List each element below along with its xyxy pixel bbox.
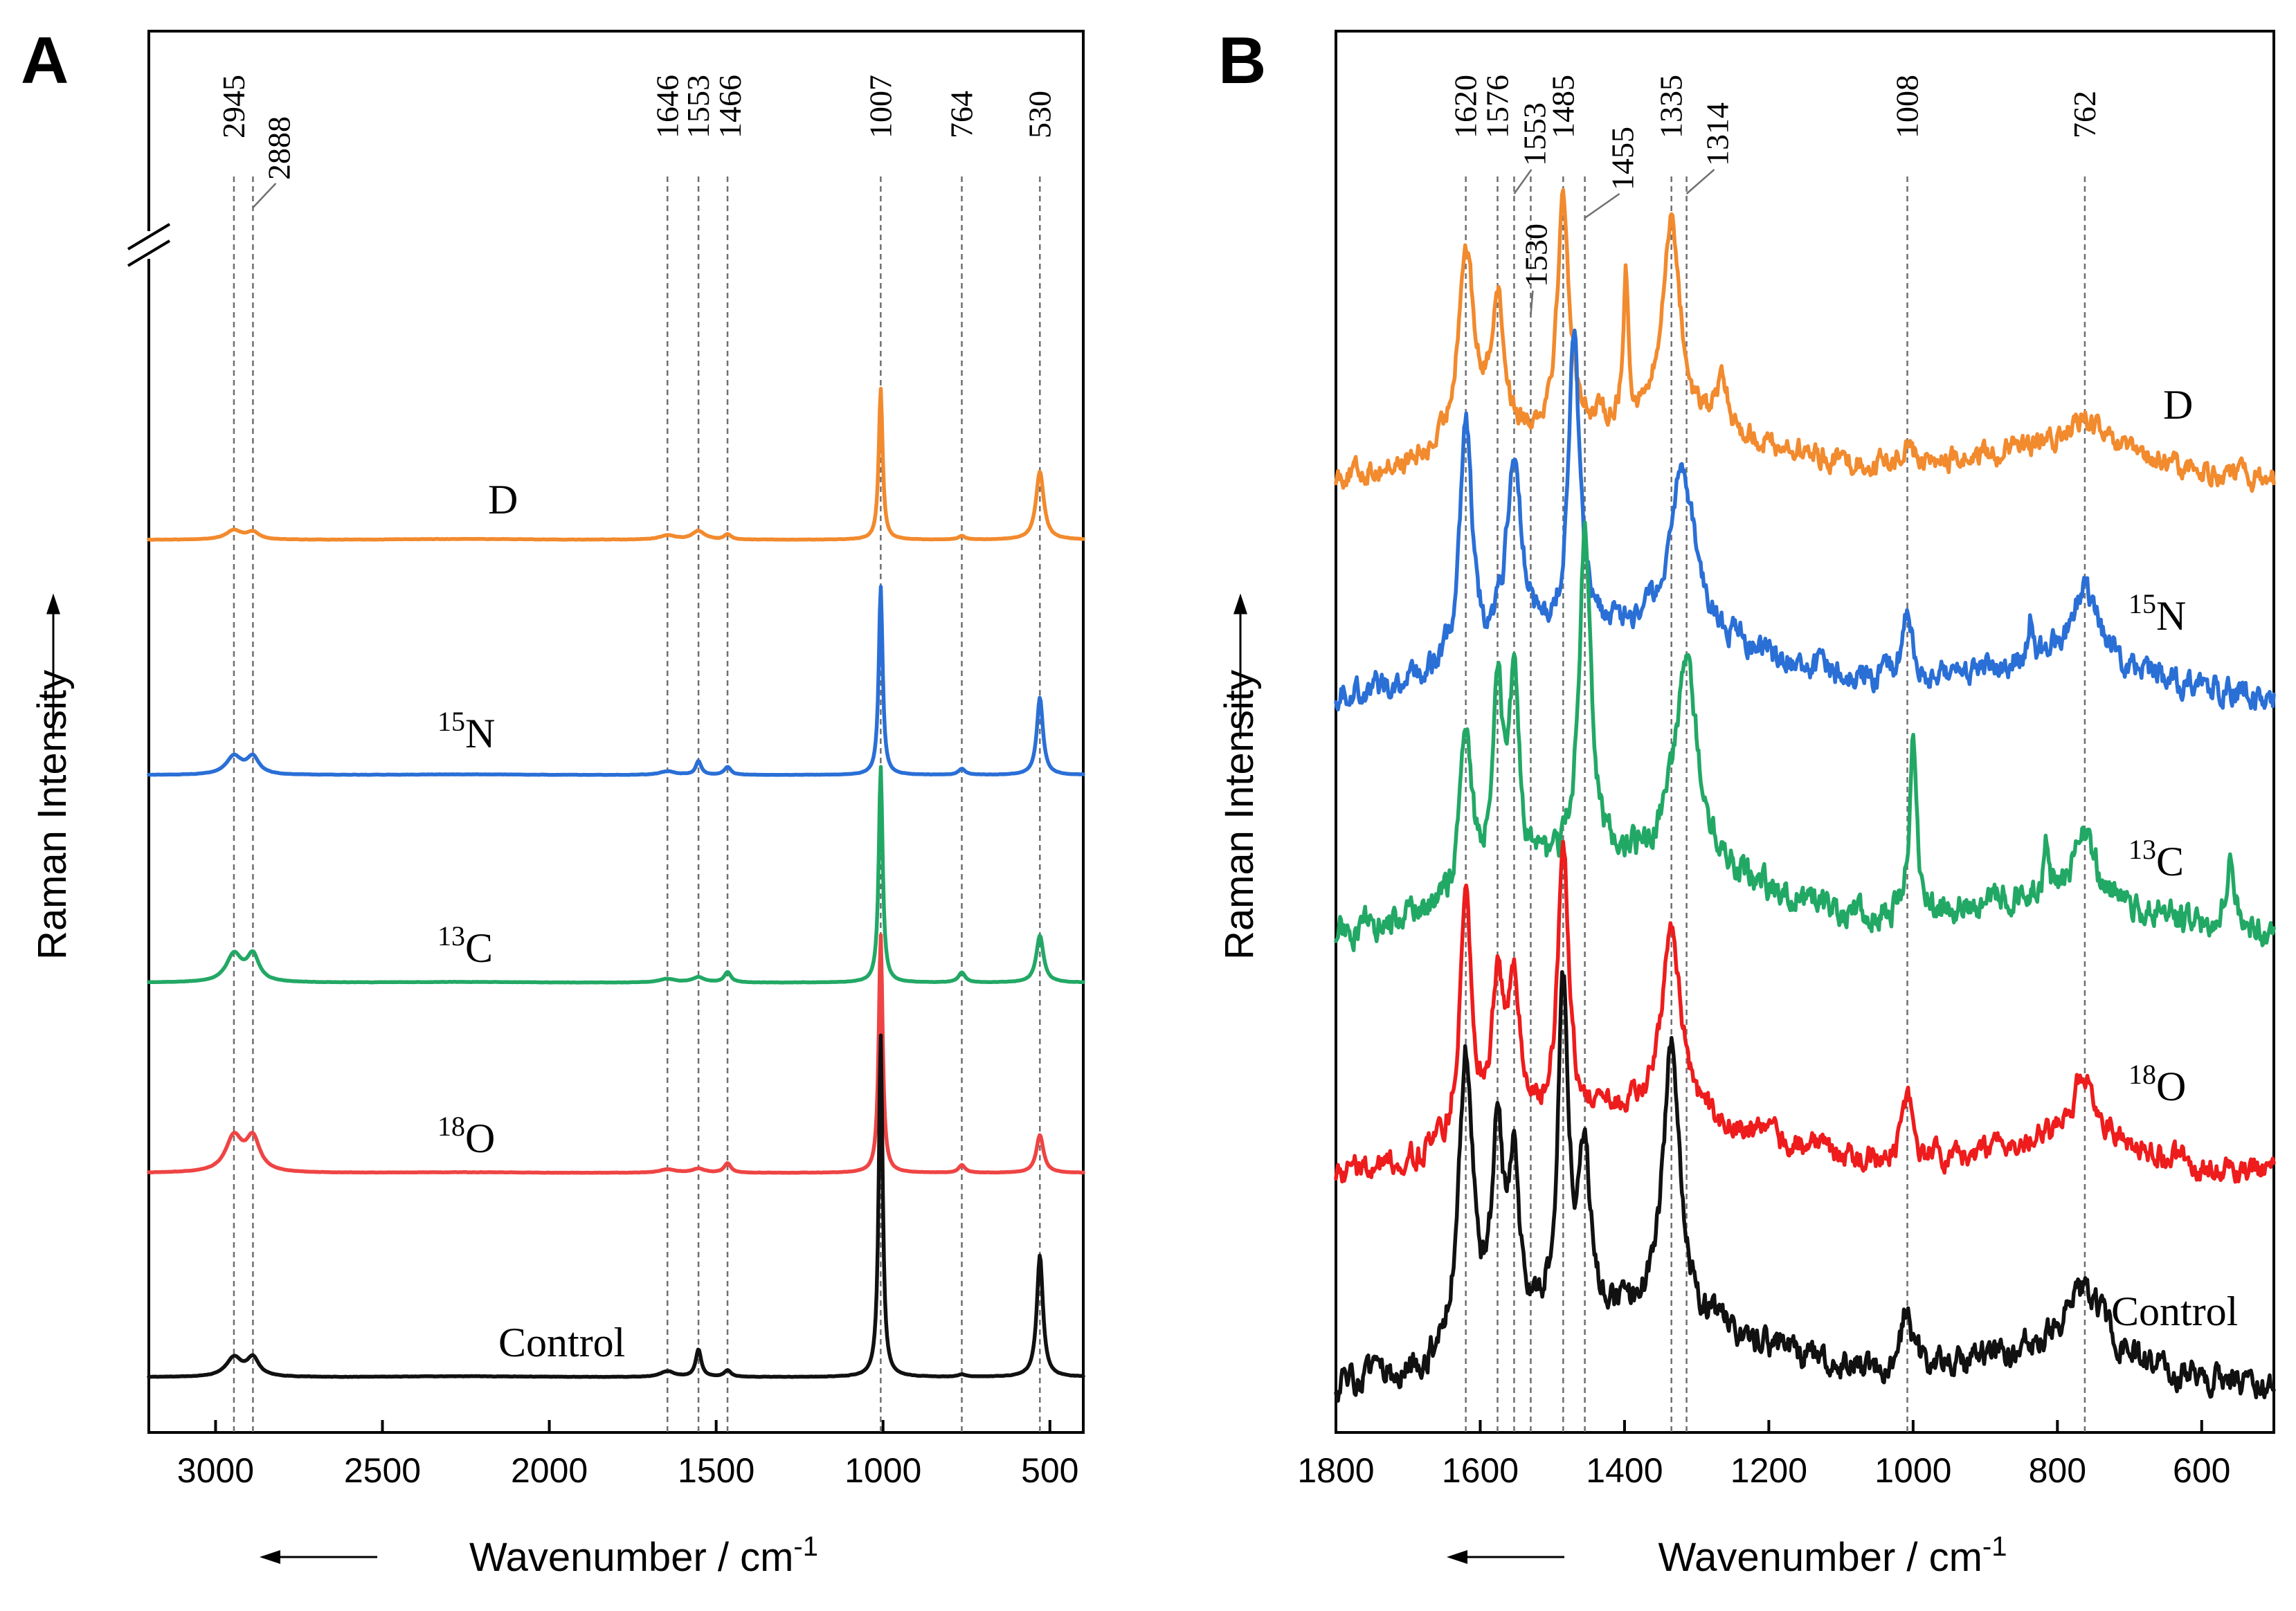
peak-label: 1530: [1518, 224, 1553, 287]
spectrum-line-18o: [1334, 839, 2276, 1184]
peak-label: 1007: [862, 75, 898, 138]
peak-label: 764: [944, 91, 979, 138]
x-tick-label: 500: [1021, 1451, 1078, 1490]
x-tick-label: 3000: [177, 1451, 254, 1490]
y-direction-arrowhead: [1233, 593, 1247, 615]
peak-label-leader: [1685, 169, 1715, 194]
peak-label: 1335: [1654, 75, 1689, 138]
panel-letter: B: [1218, 24, 1266, 98]
x-tick-label: 1200: [1730, 1451, 1807, 1490]
peak-label: 1553: [680, 75, 716, 138]
series-label-13c: 13C: [2128, 834, 2184, 884]
peak-label: 1620: [1448, 75, 1483, 138]
spectrum-line-15n: [147, 585, 1085, 777]
plot-frame: [1335, 30, 2275, 1434]
series-label-d: D: [2163, 382, 2193, 428]
series-label-18o: 18O: [437, 1111, 495, 1161]
series-label-15n: 15N: [437, 706, 495, 756]
series-label-control: Control: [498, 1320, 625, 1365]
peak-label-leader: [1584, 192, 1620, 219]
x-direction-arrowhead: [260, 1550, 280, 1564]
x-tick-label: 2000: [511, 1451, 588, 1490]
peak-label: 1008: [1890, 75, 1925, 138]
series-label-15n: 15N: [2128, 588, 2186, 639]
x-tick-label: 800: [2029, 1451, 2086, 1490]
series-label-18o: 18O: [2128, 1059, 2186, 1109]
x-tick-label: 1000: [1874, 1451, 1951, 1490]
x-tick-label: 1400: [1586, 1451, 1663, 1490]
peak-label: 1485: [1545, 75, 1580, 138]
series-label-13c: 13C: [437, 920, 493, 971]
series-label-d: D: [488, 477, 518, 522]
x-tick-label: 1800: [1297, 1451, 1374, 1490]
spectrum-line-18o: [147, 933, 1085, 1175]
peak-label: 1314: [1700, 102, 1735, 166]
spectrum-line-d: [1334, 188, 2276, 493]
peak-label: 1576: [1479, 75, 1515, 138]
spectrum-line-control: [1334, 970, 2276, 1403]
x-tick-label: 600: [2173, 1451, 2230, 1490]
peak-label-leader: [1513, 169, 1533, 194]
x-tick-label: 1000: [844, 1451, 921, 1490]
peak-label: 2888: [261, 116, 296, 180]
peak-label-leader: [1530, 290, 1534, 316]
spectrum-line-13c: [1334, 520, 2276, 952]
peak-label: 2945: [216, 75, 251, 138]
peak-label: 1553: [1517, 102, 1552, 166]
x-tick-label: 1500: [678, 1451, 754, 1490]
peak-label-leader: [252, 183, 277, 208]
peak-label: 1455: [1605, 127, 1640, 190]
peak-label: 530: [1022, 91, 1057, 138]
x-tick-label: 1600: [1442, 1451, 1519, 1490]
spectrum-line-d: [147, 387, 1085, 542]
spectrum-line-control: [147, 1033, 1085, 1379]
x-axis-title: Wavenumber / cm-1: [1658, 1531, 2007, 1580]
spectrum-line-13c: [147, 765, 1085, 985]
spectrum-line-15n: [1334, 328, 2276, 712]
x-axis-title: Wavenumber / cm-1: [469, 1531, 818, 1580]
panel-letter: A: [21, 24, 69, 98]
series-label-control: Control: [2111, 1289, 2238, 1334]
axis-break-mark: [127, 239, 171, 267]
peak-label: 1646: [649, 75, 685, 138]
x-tick-label: 2500: [344, 1451, 421, 1490]
plot-frame: [147, 30, 1085, 1434]
y-direction-arrowhead: [46, 593, 60, 615]
peak-label: 1466: [712, 75, 748, 138]
axis-break-mark: [127, 223, 171, 251]
x-direction-arrowhead: [1447, 1550, 1467, 1564]
peak-label: 762: [2067, 91, 2102, 138]
